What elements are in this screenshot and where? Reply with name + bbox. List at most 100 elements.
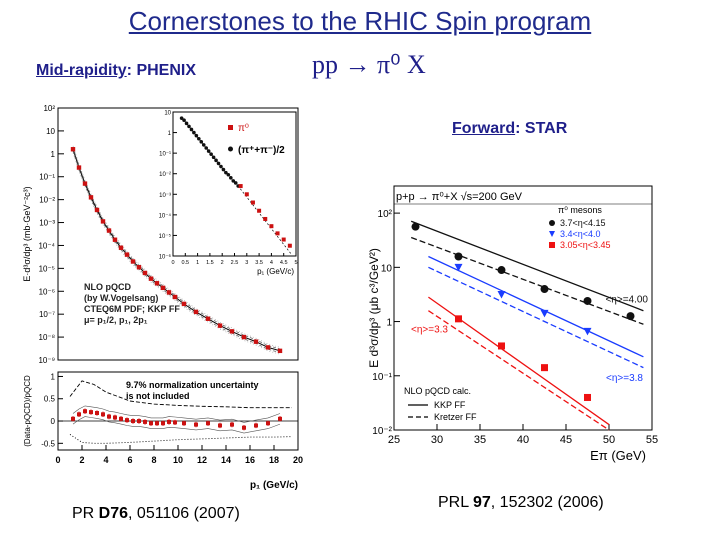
star-x-tick-label: 50	[603, 434, 615, 446]
ratio-point	[119, 416, 123, 421]
phenix-figure: 10²10110⁻¹10⁻²10⁻³10⁻⁴10⁻⁵10⁻⁶10⁻⁷10⁻⁸10…	[22, 104, 303, 491]
star-point-eta415	[540, 285, 549, 294]
inset-pi0-point	[257, 208, 262, 213]
inset-y-tick-label: 10	[164, 111, 171, 117]
star-point-eta345	[541, 364, 548, 372]
ratio-x-tick-label: 4	[103, 455, 108, 465]
pi0-point	[172, 294, 178, 300]
star-reference: PRL 97, 152302 (2006)	[438, 494, 604, 512]
star-y-axis-label: E d³σ/dp³ (μb c³/GeV²)	[368, 248, 381, 368]
pion-charged-point	[204, 146, 209, 150]
ratio-point	[125, 418, 129, 423]
y-tick-label: 10⁻⁸	[39, 333, 56, 342]
pi0-point	[241, 334, 247, 340]
pi0-point	[70, 147, 76, 152]
ratio-point	[230, 422, 234, 427]
ratio-x-tick-label: 2	[79, 455, 84, 465]
pi0-point	[136, 265, 142, 270]
inset-x-tick-label: 4.5	[280, 260, 288, 266]
inset-y-tick-label: 10⁻¹	[159, 152, 171, 158]
kretzer-curve	[428, 266, 644, 369]
pi0-point	[193, 309, 199, 315]
pi0-point	[88, 195, 94, 200]
star-legend-label: 3.4<η<4.0	[560, 229, 601, 239]
star-x-tick-label: 40	[517, 434, 529, 446]
pion-charged-point	[197, 136, 201, 141]
ratio-x-tick-label: 18	[269, 455, 279, 465]
inset-pi0-point	[238, 184, 243, 189]
ratio-point	[101, 412, 105, 417]
ratio-point	[149, 421, 153, 426]
pion-charged-point	[192, 130, 196, 135]
ratio-x-tick-label: 8	[151, 455, 156, 465]
y-tick-label: 10⁻⁷	[39, 310, 55, 319]
phenix-frame	[57, 107, 299, 361]
ratio-x-tick-label: 10	[173, 455, 183, 465]
y-tick-label: 1	[51, 150, 56, 159]
star-x-tick-label: 30	[431, 434, 443, 446]
curve-legend-kkp: KKP FF	[434, 400, 466, 410]
star-x-tick-label: 25	[388, 434, 400, 446]
nlo-pqcd-curve	[72, 150, 281, 354]
inset-x-tick-label: 0	[171, 260, 174, 266]
star-frame	[393, 185, 653, 431]
legend-pi0-marker	[228, 125, 233, 130]
ratio-y-tick-label: 1	[51, 372, 56, 381]
pion-charged-point	[184, 121, 189, 126]
legend-pi0-label: π⁰	[238, 123, 249, 134]
inset-pi0-point	[244, 192, 249, 197]
ratio-x-tick-label: 0	[55, 455, 60, 465]
star-x-tick-label: 55	[646, 434, 658, 446]
kkp-curve	[428, 255, 644, 358]
star-x-axis-label: Eπ (GeV)	[590, 448, 646, 463]
ratio-x-axis-label: p₁ (GeV/c)	[250, 480, 298, 491]
mid-rapidity-label: Mid-rapidity	[36, 62, 127, 79]
pi0-point	[124, 252, 130, 257]
ratio-y-axis-label: (Data-pQCD)/pQCD	[23, 375, 32, 447]
syst-band-lower	[72, 416, 281, 434]
nlo-legend-line: CTEQ6M PDF; KKP FF	[84, 304, 180, 314]
inset-pi0-point	[275, 231, 280, 236]
star-y-tick-label: 10⁻¹	[372, 372, 392, 383]
pi0-point	[277, 348, 283, 354]
inset-x-tick-label: 3.5	[255, 260, 263, 266]
scale-band-upper	[69, 380, 292, 409]
star-x-tick-label: 35	[474, 434, 486, 446]
nlo-legend-line: μ= p₁/2, p₁, 2p₁	[84, 315, 148, 325]
star-point-eta415	[454, 252, 463, 261]
y-axis-label: E·d³σ/dp³ (mb·GeV⁻²c³)	[22, 186, 32, 281]
kretzer-curve	[410, 236, 644, 325]
star-legend-title: π⁰ mesons	[558, 205, 602, 215]
ratio-point	[89, 410, 93, 415]
pi0-point	[82, 181, 88, 186]
star-point-eta40	[583, 327, 592, 336]
pi0-point	[76, 165, 82, 170]
nlo-legend-line: (by W.Vogelsang)	[84, 293, 158, 303]
star-point-eta415	[583, 296, 592, 305]
phenix-label: Mid-rapidity: PHENIX	[36, 62, 196, 80]
star-point-eta415	[497, 266, 506, 275]
legend-charged-marker	[228, 146, 233, 152]
inset-y-tick-label: 10⁻⁵	[159, 233, 172, 240]
ratio-point	[278, 416, 282, 421]
inset-x-tick-label: 1.5	[206, 260, 214, 266]
inset-pi0-point	[269, 224, 274, 229]
phenix-inset-plot: 10 1 10⁻¹ 10⁻² 10⁻³ 10⁻⁴ 10⁻⁵ 10⁻⁶0 0.5 1 1.5 2 2.5 3…	[159, 111, 298, 277]
inset-x-tick-label: 0.5	[181, 260, 189, 266]
inset-pi0-point	[281, 237, 286, 242]
pi0-point	[142, 270, 148, 276]
ratio-point	[95, 411, 99, 416]
pion-charged-point	[189, 127, 194, 132]
legend-charged-label: (π⁺+π⁻)/2	[238, 145, 285, 156]
ratio-point	[206, 421, 210, 426]
y-tick-label: 10⁻⁶	[39, 287, 55, 296]
ratio-x-tick-label: 12	[197, 455, 207, 465]
ratio-x-tick-label: 6	[127, 455, 132, 465]
pi0-point	[118, 245, 124, 250]
pi0-point	[253, 339, 259, 344]
ratio-point	[194, 422, 198, 427]
ratio-point	[131, 419, 135, 424]
y-tick-label: 10⁻⁵	[39, 264, 55, 273]
